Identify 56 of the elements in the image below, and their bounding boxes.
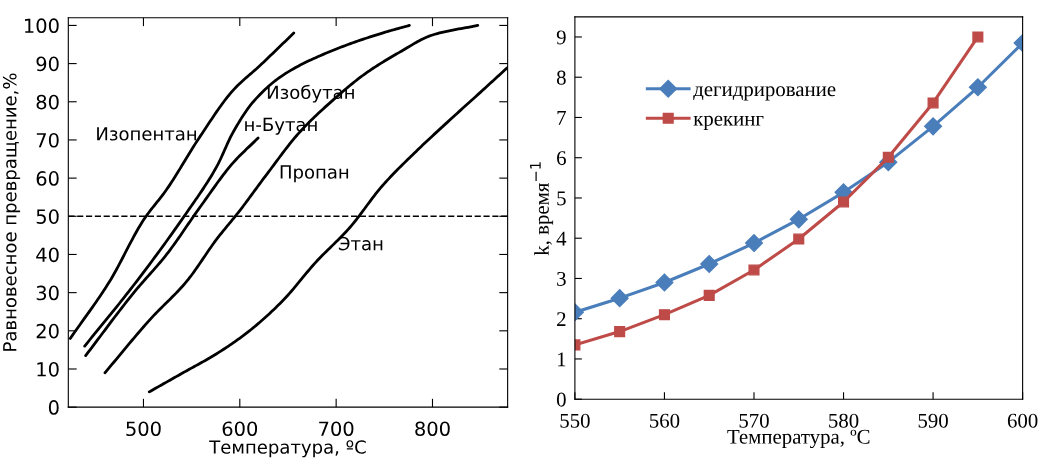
y-tick-label: 10 (37, 361, 59, 377)
y-tick-label: 5 (557, 191, 566, 206)
y-tick-label: 100 (25, 18, 59, 34)
y-tick-label: 50 (36, 209, 59, 224)
y-tick-label: 6 (557, 151, 566, 166)
x-tick-label: 700 (319, 421, 354, 437)
point (924, 117, 943, 136)
x-tick-label: 500 (126, 421, 161, 437)
point (744, 233, 764, 253)
point (837, 196, 850, 208)
point (972, 31, 984, 43)
y-tick-label: 1 (557, 352, 566, 367)
x-axis-title: Температура, ºC (727, 429, 870, 449)
point (789, 210, 808, 229)
legend-label: крекинг (693, 115, 764, 130)
point (658, 309, 670, 321)
point (968, 78, 987, 97)
y-tick-label: 9 (556, 30, 566, 45)
y-tick-label: 70 (36, 132, 59, 148)
point (614, 326, 626, 338)
y-axis-title: Равновесное превращение,% (2, 73, 21, 351)
x-tick-label: 600 (1007, 413, 1038, 428)
y-tick-label: 4 (556, 231, 567, 246)
y-tick-label: 0 (48, 400, 59, 415)
x-tick-label: 560 (650, 413, 680, 428)
x-tick-label: 570 (739, 413, 769, 428)
y-tick-label: 40 (36, 247, 59, 263)
y-tick-label: 20 (36, 323, 59, 339)
y-tick-label: 80 (36, 94, 59, 110)
x-tick-label: 600 (222, 421, 258, 437)
point (655, 273, 674, 292)
y-tick-label: 3 (557, 271, 566, 286)
point (700, 254, 719, 274)
y-tick-label: 30 (36, 285, 59, 301)
y-tick-label: 2 (557, 312, 566, 326)
point (882, 151, 894, 163)
y-axis-title: k, время$^{−1}$ (530, 162, 554, 256)
y-tick-label: 7 (557, 111, 566, 125)
point (927, 97, 939, 109)
y-tick-label: 0 (556, 392, 566, 407)
series-label: Этан (338, 236, 383, 251)
x-tick-label: 590 (918, 413, 948, 428)
y-tick-label: 90 (36, 56, 59, 72)
point (610, 289, 629, 308)
point (703, 289, 715, 301)
legend-label: дегидрирование (693, 86, 836, 101)
point (793, 233, 805, 245)
y-tick-label: 8 (556, 70, 566, 85)
y-tick-label: 60 (36, 171, 59, 186)
x-axis-title: Температура, ºC (209, 440, 366, 458)
series-label: Пропан (280, 165, 349, 183)
series-label: Изопентан (97, 127, 196, 141)
x-tick-label: 580 (829, 413, 859, 428)
point (748, 264, 760, 276)
x-tick-label: 550 (560, 413, 590, 428)
x-tick-label: 800 (415, 421, 450, 437)
